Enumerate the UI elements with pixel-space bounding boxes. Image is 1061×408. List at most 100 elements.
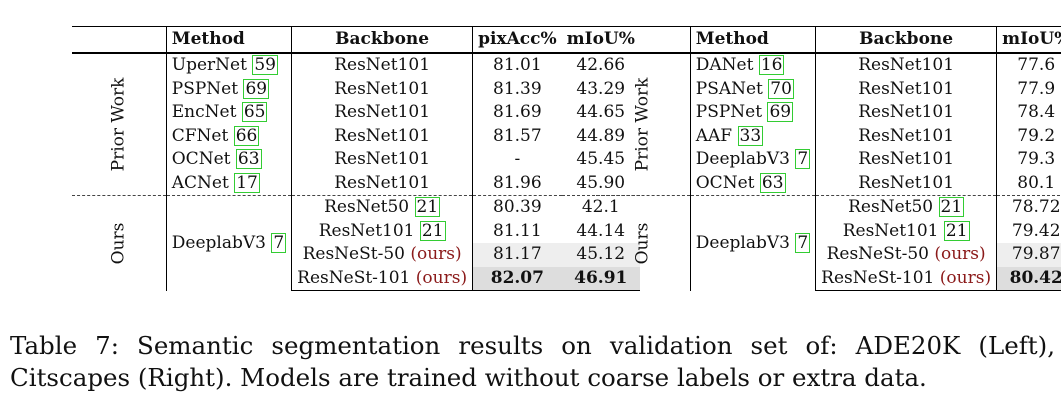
miou-cell: 77.6 bbox=[996, 53, 1061, 78]
citation-link[interactable]: 65 bbox=[241, 102, 268, 123]
citation-link[interactable]: 69 bbox=[767, 102, 794, 123]
header-backbone: Backbone bbox=[815, 26, 997, 54]
backbone-cell: ResNet101 bbox=[291, 53, 473, 78]
citation-link[interactable]: 63 bbox=[235, 149, 262, 170]
table-row: PSANet 70 ResNet101 77.9 bbox=[596, 77, 1061, 101]
group-label-text: Ours bbox=[108, 222, 129, 265]
citation-link[interactable]: 70 bbox=[768, 78, 794, 99]
pixacc-cell: 81.39 bbox=[472, 77, 562, 101]
miou-cell: 79.3 bbox=[996, 148, 1061, 172]
table-row: OCNet 63 ResNet101 80.1 bbox=[596, 171, 1061, 196]
method-cell: DeeplabV3 7 bbox=[165, 195, 292, 291]
backbone-name: ResNeSt-50 bbox=[826, 244, 929, 265]
header-method: Method bbox=[165, 26, 292, 54]
method-cell: OCNet 63 bbox=[689, 171, 816, 196]
group-label-prior: Prior Work bbox=[596, 53, 690, 196]
table-row: EncNet 65 ResNet101 81.69 44.65 bbox=[72, 101, 640, 125]
miou-cell: 78.72 bbox=[996, 195, 1061, 220]
backbone-name: ResNet50 bbox=[848, 197, 934, 218]
citation-link[interactable]: 7 bbox=[795, 232, 811, 253]
table-row: CFNet 66 ResNet101 81.57 44.89 bbox=[72, 124, 640, 148]
backbone-cell: ResNet101 21 bbox=[291, 219, 473, 243]
miou-cell: 44.89 bbox=[576, 125, 626, 146]
table-row: ResNeSt-50 (ours) 79.87 bbox=[596, 243, 1061, 267]
backbone-cell: ResNet50 21 bbox=[291, 195, 473, 220]
backbone-cell: ResNet101 bbox=[291, 148, 473, 172]
method-name: DeeplabV3 bbox=[695, 232, 790, 253]
table-row: OCNet 63 ResNet101-45.45 bbox=[72, 148, 640, 172]
method-cell: PSPNet 69 bbox=[689, 101, 816, 125]
table-row: Ours DeeplabV3 7 ResNet50 21 80.39 42.1 bbox=[72, 195, 640, 291]
pixacc-cell: 81.69 bbox=[472, 101, 562, 125]
table-row: Ours DeeplabV3 7 ResNet50 21 78.72 bbox=[596, 195, 1061, 291]
miou-cell: 80.42 bbox=[996, 266, 1061, 291]
citation-link[interactable]: 21 bbox=[938, 197, 965, 218]
method-name: OCNet bbox=[695, 172, 755, 193]
header-miou: mIoU% bbox=[996, 26, 1061, 54]
citation-link[interactable]: 16 bbox=[758, 55, 785, 76]
method-cell: ACNet 17 bbox=[165, 171, 292, 196]
method-cell: AAF 33 bbox=[689, 124, 816, 148]
header-method: Method bbox=[689, 26, 816, 54]
table-row: DeeplabV3 7 ResNet101 79.3 bbox=[596, 148, 1061, 172]
method-cell: DeeplabV3 7 bbox=[689, 195, 816, 291]
backbone-cell: ResNeSt-50 (ours) bbox=[815, 243, 997, 267]
miou-cell: 79.87 bbox=[996, 243, 1061, 267]
citation-link[interactable]: 21 bbox=[943, 220, 970, 241]
method-name: EncNet bbox=[171, 102, 237, 123]
table-row: ResNet101 21 81.11 44.14 bbox=[72, 219, 640, 243]
table-row: AAF 33 ResNet101 79.2 bbox=[596, 124, 1061, 148]
backbone-name: ResNeSt-101 bbox=[297, 267, 411, 288]
citation-link[interactable]: 69 bbox=[243, 78, 270, 99]
method-cell: CFNet 66 bbox=[165, 124, 292, 148]
miou-cell: 43.29 bbox=[576, 78, 626, 99]
pixacc-cell: 82.07 bbox=[472, 266, 562, 291]
backbone-cell: ResNet101 bbox=[815, 53, 997, 78]
citation-link[interactable]: 63 bbox=[759, 172, 786, 193]
citation-link[interactable]: 33 bbox=[737, 125, 764, 146]
backbone-name: ResNeSt-101 bbox=[821, 267, 935, 288]
method-name: ACNet bbox=[171, 172, 229, 193]
backbone-cell: ResNet101 bbox=[815, 77, 997, 101]
miou-cell: 77.9 bbox=[996, 77, 1061, 101]
pixacc-cell: 81.96 bbox=[472, 171, 562, 196]
table-caption: Table 7: Semantic segmentation results o… bbox=[10, 330, 1055, 394]
citation-link[interactable]: 66 bbox=[233, 125, 260, 146]
miou-cell: 79.42 bbox=[996, 219, 1061, 243]
backbone-cell: ResNet101 bbox=[815, 148, 997, 172]
citation-link[interactable]: 21 bbox=[414, 197, 441, 218]
method-name: AAF bbox=[695, 125, 733, 146]
miou-cell: 78.4 bbox=[996, 101, 1061, 125]
citation-link[interactable]: 7 bbox=[795, 149, 811, 170]
table-row: ACNet 17 ResNet101 81.96 45.90 bbox=[72, 171, 640, 196]
cityscapes-results-table: Method Backbone mIoU% Prior Work DANet 16… bbox=[596, 26, 1061, 291]
pixacc-cell: 80.39 bbox=[472, 195, 562, 220]
miou-cell: 80.1 bbox=[996, 171, 1061, 196]
backbone-cell: ResNeSt-101 (ours) bbox=[815, 266, 997, 291]
method-name: PSPNet bbox=[171, 78, 239, 99]
group-label-text: Prior Work bbox=[108, 77, 129, 172]
pixacc-cell: - bbox=[472, 148, 562, 172]
method-cell: PSANet 70 bbox=[689, 77, 816, 101]
method-cell: OCNet 63 bbox=[165, 148, 292, 172]
backbone-cell: ResNeSt-50 (ours) bbox=[291, 243, 473, 267]
citation-link[interactable]: 17 bbox=[234, 172, 260, 193]
caption-line-2: Citscapes (Right). Models are trained wi… bbox=[10, 363, 927, 392]
citation-link[interactable]: 7 bbox=[271, 232, 287, 253]
citation-link[interactable]: 21 bbox=[419, 220, 446, 241]
ours-tag: (ours) bbox=[934, 244, 986, 265]
backbone-cell: ResNet101 bbox=[291, 77, 473, 101]
backbone-name: ResNet101 bbox=[842, 220, 939, 241]
method-cell: DeeplabV3 7 bbox=[689, 148, 816, 172]
method-cell: UperNet 59 bbox=[165, 53, 292, 78]
backbone-cell: ResNet101 bbox=[815, 101, 997, 125]
citation-link[interactable]: 59 bbox=[252, 55, 278, 76]
ours-tag: (ours) bbox=[410, 244, 462, 265]
table-row: Prior Work UperNet 59 ResNet101 81.01 42.66 bbox=[72, 53, 640, 171]
backbone-cell: ResNeSt-101 (ours) bbox=[291, 266, 473, 291]
method-cell: PSPNet 69 bbox=[165, 77, 292, 101]
method-name: PSPNet bbox=[695, 102, 763, 123]
method-cell: DANet 16 bbox=[689, 53, 816, 78]
group-label-ours: Ours bbox=[72, 195, 167, 291]
table-row: ResNeSt-101 (ours) 80.42 bbox=[596, 266, 1061, 291]
